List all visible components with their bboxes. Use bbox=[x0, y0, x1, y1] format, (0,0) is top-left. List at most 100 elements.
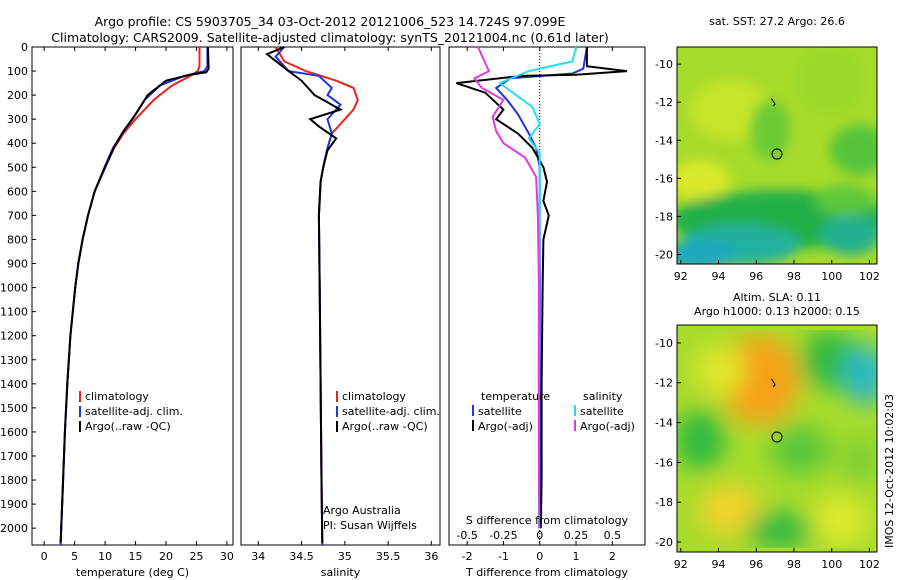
legend-label: Argo(..raw -QC) bbox=[342, 420, 428, 433]
x-tick-label: 30 bbox=[220, 550, 234, 563]
x-tick-label: 0 bbox=[536, 550, 543, 563]
y-tick-label: 900 bbox=[7, 258, 28, 271]
x-tick-label: 34.5 bbox=[289, 550, 314, 563]
x-tick-label: 10 bbox=[98, 550, 112, 563]
plot-frame bbox=[448, 46, 646, 546]
argo-track bbox=[770, 98, 776, 107]
y-tick-label: 800 bbox=[7, 233, 28, 246]
legend-label: satellite-adj. clim. bbox=[342, 405, 440, 418]
map-x-tick-label: 98 bbox=[787, 270, 801, 283]
y-tick-label: 1200 bbox=[0, 330, 28, 343]
profile-panel-3: -2 -1 0 1 2 T difference from climatology temp… bbox=[448, 46, 646, 579]
legend-label: Argo(-adj) bbox=[478, 420, 533, 433]
x-tick-label: 20 bbox=[159, 550, 173, 563]
map-y-tick-label: -16 bbox=[655, 172, 673, 185]
x-tick-label: 35 bbox=[338, 550, 352, 563]
map-y-tick-label: -14 bbox=[655, 417, 673, 430]
legend-label: climatology bbox=[85, 390, 149, 403]
map-y-tick-label: -16 bbox=[655, 456, 673, 469]
legend-title-temperature: temperature bbox=[481, 390, 550, 403]
y-tick-label: 500 bbox=[7, 161, 28, 174]
y-tick-label: 1700 bbox=[0, 450, 28, 463]
legend-label: satellite-adj. clim. bbox=[85, 405, 183, 418]
series-line-argo bbox=[455, 47, 628, 529]
argo-track bbox=[770, 378, 776, 388]
plot-frame bbox=[240, 46, 441, 546]
map-y-tick-label: -18 bbox=[655, 496, 673, 509]
legend-label: Argo(-adj) bbox=[580, 420, 635, 433]
map-y-tick-label: -10 bbox=[655, 58, 673, 71]
y-tick-label: 300 bbox=[7, 113, 28, 126]
x-axis-label: temperature (deg C) bbox=[76, 566, 189, 579]
y-tick-label: 600 bbox=[7, 185, 28, 198]
sst-map-title: sat. SST: 27.2 Argo: 26.6 bbox=[709, 15, 845, 28]
x-tick-label: 0 bbox=[41, 550, 48, 563]
figure-title-line2: Climatology: CARS2009. Satellite-adjuste… bbox=[51, 30, 609, 45]
salinity-tick-label: 0 bbox=[536, 529, 543, 542]
legend-title-salinity: salinity bbox=[583, 390, 623, 403]
x-tick-label: 34 bbox=[251, 550, 265, 563]
salinity-tick-label: -0.25 bbox=[489, 529, 517, 542]
series-line-argo bbox=[59, 46, 210, 543]
map-x-tick-label: 96 bbox=[749, 558, 763, 571]
y-tick-label: 1400 bbox=[0, 378, 28, 391]
y-tick-label: 1800 bbox=[0, 474, 28, 487]
map-x-tick-label: 96 bbox=[749, 270, 763, 283]
x-tick-label: -2 bbox=[462, 550, 473, 563]
map-y-tick-label: -20 bbox=[655, 248, 673, 261]
series-line-salinity_sat bbox=[497, 46, 577, 529]
annotation-text: PI: Susan Wijffels bbox=[323, 519, 417, 532]
sla-map: Altim. SLA: 0.11 Argo h1000: 0.13 h2000:… bbox=[655, 291, 880, 571]
x-tick-label: 36 bbox=[424, 550, 438, 563]
x-tick-label: 15 bbox=[129, 550, 143, 563]
series-line-salinity_argo bbox=[472, 46, 541, 529]
series-line-satellite bbox=[274, 46, 342, 546]
legend-label: satellite bbox=[580, 405, 624, 418]
argo-location-marker bbox=[771, 148, 783, 160]
x-tick-label: 25 bbox=[189, 550, 203, 563]
y-tick-label: 200 bbox=[7, 89, 28, 102]
y-tick-label: 1300 bbox=[0, 354, 28, 367]
salinity-tick-label: 0.25 bbox=[564, 529, 589, 542]
salinity-tick-label: 0.5 bbox=[604, 529, 622, 542]
map-x-tick-label: 100 bbox=[821, 558, 842, 571]
y-tick-label: 1500 bbox=[0, 402, 28, 415]
legend-label: climatology bbox=[342, 390, 406, 403]
map-x-tick-label: 92 bbox=[674, 558, 688, 571]
y-tick-label: 2000 bbox=[0, 522, 28, 535]
x-axis-label-top: S difference from climatology bbox=[466, 514, 629, 527]
y-tick-label: 0 bbox=[21, 41, 28, 54]
x-tick-label: -1 bbox=[498, 550, 509, 563]
salinity-tick-label: -0.5 bbox=[456, 529, 477, 542]
x-tick-label: 1 bbox=[573, 550, 580, 563]
annotation-text: Argo Australia bbox=[323, 504, 401, 517]
sla-map-title-line2: Argo h1000: 0.13 h2000: 0.15 bbox=[694, 305, 860, 318]
map-x-tick-label: 98 bbox=[787, 558, 801, 571]
legend-label: satellite bbox=[478, 405, 522, 418]
map-x-tick-label: 102 bbox=[859, 558, 880, 571]
profile-panel-2: 34 34.5 35 35.5 36 salinity climatology satelli… bbox=[240, 46, 441, 579]
y-tick-label: 1000 bbox=[0, 282, 28, 295]
map-y-tick-label: -20 bbox=[655, 536, 673, 549]
sla-map-title-line1: Altim. SLA: 0.11 bbox=[733, 291, 821, 304]
sst-map: sat. SST: 27.2 Argo: 26.6 92 94 96 98 100 102… bbox=[655, 15, 880, 283]
x-tick-label: 35.5 bbox=[376, 550, 401, 563]
y-tick-label: 1100 bbox=[0, 306, 28, 319]
map-y-tick-label: -10 bbox=[655, 337, 673, 350]
y-tick-label: 400 bbox=[7, 137, 28, 150]
figure-title-line1: Argo profile: CS 5903705_34 03-Oct-2012 … bbox=[94, 14, 566, 29]
series-line-climatology bbox=[274, 46, 359, 546]
x-axis-label: T difference from climatology bbox=[465, 566, 628, 579]
map-x-tick-label: 92 bbox=[674, 270, 688, 283]
map-x-tick-label: 102 bbox=[859, 270, 880, 283]
profile-panel-1: 0 5 10 15 20 25 30 temperature (deg C) 0 100 200 30… bbox=[0, 41, 234, 579]
map-x-tick-label: 100 bbox=[821, 270, 842, 283]
map-y-tick-label: -12 bbox=[655, 96, 673, 109]
x-axis-label: salinity bbox=[321, 566, 361, 579]
map-y-tick-label: -12 bbox=[655, 377, 673, 390]
side-timestamp: IMOS 12-Oct-2012 10:02:03 bbox=[883, 394, 896, 548]
plot-frame bbox=[31, 46, 234, 546]
y-tick-label: 700 bbox=[7, 209, 28, 222]
y-tick-label: 1900 bbox=[0, 498, 28, 511]
